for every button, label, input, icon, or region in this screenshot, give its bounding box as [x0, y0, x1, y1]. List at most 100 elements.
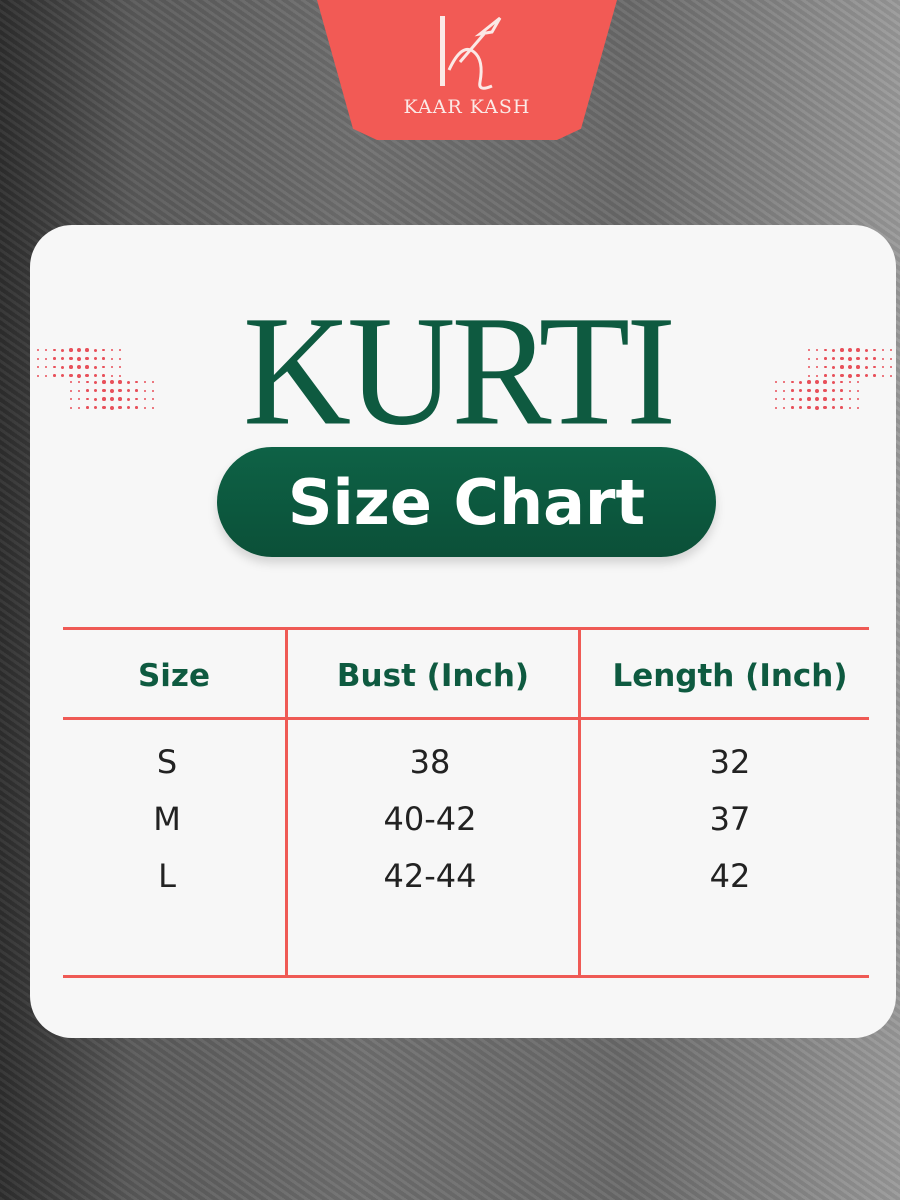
- kaar-kash-logo-icon: [440, 16, 502, 90]
- dot: [832, 357, 836, 360]
- dot: [77, 356, 81, 361]
- dot: [94, 389, 98, 392]
- dot: [53, 365, 56, 369]
- dot: [152, 389, 154, 392]
- dot: [881, 349, 884, 351]
- dot: [840, 389, 843, 392]
- dot: [807, 380, 811, 384]
- dot: [815, 405, 819, 410]
- dot: [45, 374, 48, 377]
- dot: [775, 398, 777, 400]
- dot: [85, 356, 89, 361]
- dot: [110, 366, 113, 368]
- dot: [53, 348, 56, 352]
- dot: [824, 365, 827, 369]
- dot: [808, 357, 810, 360]
- cell-size: M: [153, 800, 181, 838]
- dot: [791, 380, 794, 384]
- dot: [783, 381, 786, 383]
- dot: [840, 380, 843, 384]
- dot: [93, 357, 97, 360]
- dot: [857, 406, 859, 409]
- dot: [110, 374, 113, 377]
- dot: [808, 374, 810, 377]
- dot: [873, 348, 876, 352]
- dot: [110, 349, 113, 351]
- table-header-border: [63, 717, 869, 720]
- dot: [823, 380, 827, 384]
- dot: [823, 397, 827, 401]
- dot: [45, 349, 48, 351]
- cell-bust: 38: [409, 743, 451, 781]
- dot: [93, 374, 97, 377]
- dot: [856, 356, 860, 361]
- dot: [775, 381, 777, 383]
- dot: [864, 365, 868, 369]
- dot: [816, 366, 819, 368]
- dot: [840, 356, 844, 361]
- dot: [126, 397, 130, 401]
- cell-length: 37: [709, 800, 751, 838]
- dot: [85, 373, 89, 378]
- dot: [70, 389, 72, 392]
- dot: [856, 348, 860, 352]
- dot: [848, 398, 851, 400]
- dot: [102, 380, 106, 384]
- dot: [53, 374, 56, 377]
- dot: [102, 388, 106, 393]
- cell-length: 32: [709, 743, 751, 781]
- dot: [808, 349, 810, 351]
- dot: [102, 348, 105, 352]
- dot: [799, 389, 803, 392]
- dot: [77, 365, 81, 369]
- dot: [840, 365, 844, 369]
- dot: [143, 381, 146, 383]
- dot: [831, 397, 835, 401]
- dot: [143, 398, 146, 400]
- dot: [69, 348, 73, 352]
- dot: [77, 348, 81, 352]
- dot: [37, 349, 39, 351]
- cell-size: L: [158, 857, 176, 895]
- dot: [791, 389, 794, 392]
- dot: [799, 380, 803, 384]
- dot: [93, 348, 97, 352]
- dot: [61, 357, 65, 360]
- subtitle-pill: Size Chart: [217, 447, 716, 557]
- dot: [775, 389, 777, 392]
- dot: [135, 406, 138, 409]
- dot: [815, 380, 819, 384]
- dot: [873, 365, 876, 369]
- dot: [118, 397, 122, 401]
- dot: [824, 348, 827, 352]
- dot: [110, 388, 114, 393]
- dot: [70, 381, 72, 383]
- dot: [110, 380, 114, 384]
- dot: [45, 366, 48, 368]
- dot: [102, 374, 105, 377]
- dot: [807, 388, 811, 393]
- dot: [783, 398, 786, 400]
- dot: [783, 406, 786, 409]
- header-length: Length (Inch): [612, 658, 848, 694]
- dot: [69, 373, 73, 378]
- dot: [807, 405, 811, 410]
- dot: [69, 365, 73, 369]
- dot: [848, 356, 852, 361]
- dot: [94, 380, 98, 384]
- table-top-border: [63, 627, 869, 630]
- dot: [864, 357, 868, 360]
- dot: [94, 397, 98, 401]
- dot: [78, 389, 81, 392]
- size-chart-card: [30, 225, 896, 1038]
- cell-length: 42: [709, 857, 751, 895]
- dot: [37, 374, 39, 377]
- dot: [840, 348, 844, 352]
- dot: [86, 397, 89, 401]
- table-bottom-border: [63, 975, 869, 978]
- dot: [807, 397, 811, 401]
- dot: [119, 374, 121, 377]
- dot: [152, 406, 154, 409]
- cell-bust: 42-44: [383, 857, 477, 895]
- dot: [77, 373, 81, 378]
